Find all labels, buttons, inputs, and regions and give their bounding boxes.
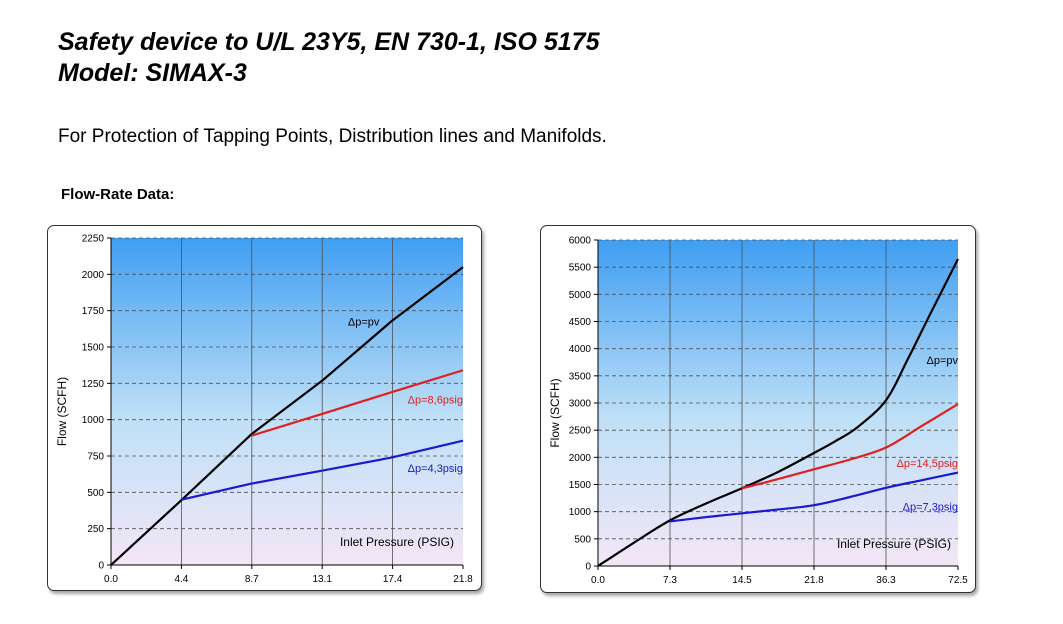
y-tick-label: 0 — [98, 561, 104, 572]
x-tick-label: 17.4 — [383, 574, 403, 585]
x-axis-label: Inlet Pressure (PSIG) — [837, 537, 951, 551]
series-label-2: Δp=8,6psig — [408, 395, 463, 407]
x-tick-label: 72.5 — [948, 575, 968, 586]
series-label-1: Δp=pv — [926, 355, 958, 367]
y-tick-label: 2500 — [569, 426, 592, 437]
y-tick-label: 750 — [87, 452, 104, 463]
series-label-2: Δp=14,5psig — [897, 458, 958, 470]
y-tick-label: 3000 — [569, 399, 592, 410]
y-tick-label: 1750 — [82, 306, 105, 317]
plot-area-background — [598, 240, 958, 566]
series-line-3 — [669, 471, 959, 523]
y-tick-label: 4000 — [569, 344, 592, 355]
y-tick-label: 1500 — [82, 343, 105, 354]
section-heading: Flow-Rate Data: — [61, 186, 175, 203]
page-subtitle: For Protection of Tapping Points, Distri… — [58, 126, 607, 147]
x-tick-label: 14.5 — [732, 575, 752, 586]
chart-panel-2: 0 500 1000 1500 2000 2500 3000 3500 4000 4500 5000… — [540, 225, 976, 593]
series-line-2 — [251, 369, 464, 437]
y-tick-label: 500 — [87, 488, 104, 499]
x-axis-label: Inlet Pressure (PSIG) — [340, 535, 454, 549]
series-line-1 — [110, 266, 464, 566]
series-label-3: Δp=4,3psig — [408, 463, 463, 475]
series-line-3 — [181, 439, 464, 501]
y-tick-label: 2250 — [82, 234, 105, 245]
x-tick-label: 21.8 — [453, 574, 473, 585]
y-tick-label: 500 — [574, 534, 591, 545]
y-tick-label: 5000 — [569, 290, 592, 301]
x-tick-label: 4.4 — [174, 574, 188, 585]
chart-panel-1: 0 250 500 750 1000 1250 1500 1750 2000 2250 0.0 4.4… — [47, 225, 482, 591]
y-tick-label: 1250 — [82, 379, 105, 390]
y-tick-label: 1500 — [569, 480, 592, 491]
y-axis-label: Flow (SCFH) — [548, 378, 562, 447]
chart-1: 0 250 500 750 1000 1250 1500 1750 2000 2250 0.0 4.4… — [55, 234, 473, 586]
x-tick-label: 21.8 — [804, 575, 824, 586]
x-tick-label: 8.7 — [245, 574, 259, 585]
series-label-1: Δp=pv — [348, 317, 380, 329]
page-title-line-1: Safety device to U/L 23Y5, EN 730-1, ISO… — [58, 28, 600, 56]
y-tick-label: 2000 — [569, 453, 592, 464]
x-tick-label: 7.3 — [663, 575, 677, 586]
x-tick-label: 0.0 — [591, 575, 605, 586]
y-tick-label: 4500 — [569, 317, 592, 328]
y-tick-label: 250 — [87, 524, 104, 535]
y-tick-label: 5500 — [569, 263, 592, 274]
y-axis-label: Flow (SCFH) — [55, 377, 69, 446]
chart-2: 0 500 1000 1500 2000 2500 3000 3500 4000 4500 5000… — [548, 236, 968, 587]
x-tick-label: 13.1 — [312, 574, 332, 585]
y-tick-label: 1000 — [569, 507, 592, 518]
y-tick-label: 1000 — [82, 415, 105, 426]
series-label-3: Δp=7,3psig — [903, 502, 958, 514]
y-tick-label: 0 — [585, 562, 591, 573]
x-tick-label: 36.3 — [876, 575, 896, 586]
y-tick-label: 3500 — [569, 371, 592, 382]
y-tick-label: 2000 — [82, 270, 105, 281]
x-tick-label: 0.0 — [104, 574, 118, 585]
series-line-2 — [741, 403, 959, 490]
y-tick-label: 6000 — [569, 236, 592, 247]
page-title-line-2: Model: SIMAX-3 — [58, 59, 247, 87]
